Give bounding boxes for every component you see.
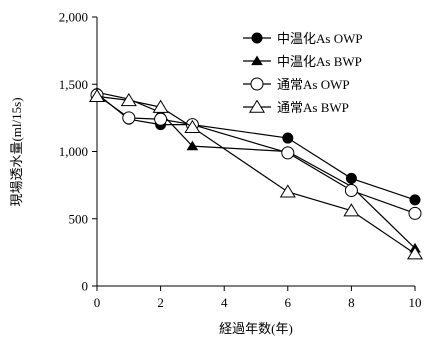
data-point xyxy=(282,132,294,144)
legend-label: 通常As BWP xyxy=(277,100,349,115)
data-point xyxy=(409,194,421,206)
x-axis-ticks: 0 2 4 6 8 10 xyxy=(94,286,422,310)
x-tick-label: 6 xyxy=(285,295,292,310)
data-point xyxy=(184,119,201,133)
legend-item: 中温化As BWP xyxy=(243,54,362,69)
data-point xyxy=(154,112,168,126)
y-tick-label: 1,000 xyxy=(59,144,88,159)
y-tick-label: 2,000 xyxy=(59,10,88,25)
y-axis-ticks: 0 500 1,000 1,500 2,000 xyxy=(59,10,97,294)
y-axis-label: 現場透水量(ml/15s) xyxy=(9,97,24,206)
data-point xyxy=(406,246,424,260)
x-tick-label: 2 xyxy=(157,295,164,310)
legend-marker xyxy=(248,99,266,113)
x-tick-label: 4 xyxy=(221,295,228,310)
series-layer xyxy=(88,86,424,260)
data-point xyxy=(120,92,137,107)
legend-item: 中温化As OWP xyxy=(243,31,363,46)
data-point xyxy=(279,184,296,198)
x-tick-label: 10 xyxy=(409,295,422,310)
data-point xyxy=(408,206,422,220)
data-point xyxy=(152,99,169,113)
legend-item: 通常As BWP xyxy=(243,99,349,115)
legend-label: 通常As OWP xyxy=(277,77,350,92)
legend-marker xyxy=(251,55,263,66)
data-point xyxy=(343,203,360,217)
x-tick-label: 8 xyxy=(348,295,355,310)
legend-label: 中温化As OWP xyxy=(277,31,363,46)
legend-marker xyxy=(250,77,264,91)
data-point xyxy=(281,146,295,160)
legend: 中温化As OWP 中温化As BWP 通常As OWP 通常As BWP xyxy=(243,31,363,115)
data-point xyxy=(122,111,136,125)
y-tick-label: 0 xyxy=(82,279,89,294)
data-point xyxy=(88,88,106,103)
series-line xyxy=(96,94,416,214)
x-axis-label: 経過年数(年) xyxy=(219,321,293,336)
y-tick-label: 500 xyxy=(69,211,89,226)
y-tick-label: 1,500 xyxy=(59,77,88,92)
legend-marker xyxy=(251,32,263,44)
series-4 xyxy=(88,88,424,260)
series-line xyxy=(96,95,416,255)
data-point xyxy=(344,184,358,198)
x-tick-label: 0 xyxy=(94,295,101,310)
legend-item: 通常As OWP xyxy=(243,77,350,92)
legend-label: 中温化As BWP xyxy=(277,54,362,69)
data-point xyxy=(186,140,199,151)
